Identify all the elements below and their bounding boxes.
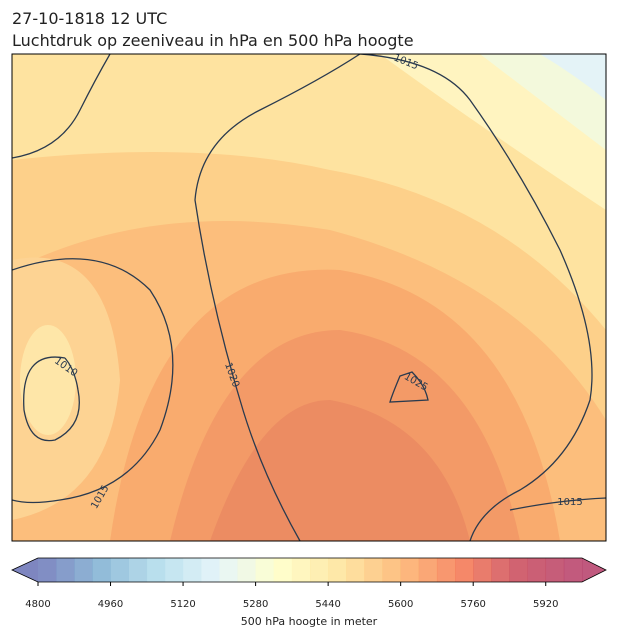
colorbar-extend: [582, 558, 606, 582]
colorbar-segment: [110, 558, 129, 582]
colorbar-segment: [418, 558, 438, 582]
colorbar-tick-label: 5120: [170, 599, 195, 610]
colorbar-segment: [346, 558, 365, 582]
colorbar-segment: [527, 558, 547, 582]
colorbar-segment: [128, 558, 148, 582]
date-title: 27-10-1818 12 UTC: [12, 9, 167, 28]
colorbar-segment: [164, 558, 184, 582]
colorbar: 4800 4960 5120 5280 5440 5600 5760 5920: [11, 557, 607, 610]
isobar: [12, 258, 174, 504]
colorbar-extend: [12, 558, 38, 582]
colorbar-segment: [74, 558, 93, 582]
field-band: [210, 400, 470, 541]
colorbar-segment: [509, 558, 528, 582]
colorbar-segment: [328, 558, 347, 582]
colorbar-segment: [183, 558, 202, 582]
map: [12, 54, 606, 541]
colorbar-tick-label: 5440: [315, 599, 340, 610]
colorbar-segment: [473, 558, 492, 582]
colorbar-segment: [455, 558, 474, 582]
colorbar-segment: [491, 558, 510, 582]
field-band: [540, 54, 606, 100]
isobar: [12, 54, 111, 159]
map-frame: [11, 53, 607, 542]
field-band: [480, 54, 606, 150]
field-band: [20, 325, 76, 435]
colorbar-label: 500 hPa hoogte in meter: [241, 615, 378, 628]
colorbar-segment: [273, 558, 293, 582]
colorbar-segment: [382, 558, 401, 582]
colorbar-segment: [364, 558, 383, 582]
colorbar-segment: [436, 558, 456, 582]
colorbar-outline: [11, 557, 607, 583]
colorbar-segment: [92, 558, 111, 582]
colorbar-tick-label: 4800: [25, 599, 50, 610]
colorbar-tick-label: 5600: [388, 599, 413, 610]
isobar: [389, 371, 429, 403]
colorbar-tick-label: 4960: [98, 599, 123, 610]
isobar: [509, 497, 606, 511]
colorbar-segment: [56, 558, 75, 582]
isobar: [23, 356, 80, 442]
colorbar-segment: [219, 558, 238, 582]
colorbar-segment: [545, 558, 565, 582]
colorbar-segment: [400, 558, 420, 582]
map-title: Luchtdruk op zeeniveau in hPa en 500 hPa…: [12, 31, 414, 50]
colorbar-tick-label: 5280: [243, 599, 268, 610]
colorbar-segment: [38, 558, 57, 582]
colorbar-segment: [146, 558, 166, 582]
isobar: [194, 54, 361, 541]
colorbar-tick-label: 5760: [460, 599, 485, 610]
colorbar-segment: [255, 558, 275, 582]
isobar-label: 1015: [557, 497, 582, 508]
colorbar-segment: [201, 558, 220, 582]
isobar: [359, 54, 593, 541]
colorbar-segment: [291, 558, 311, 582]
colorbar-segment: [310, 558, 329, 582]
colorbar-segment: [563, 558, 583, 582]
colorbar-tick-label: 5920: [533, 599, 558, 610]
colorbar-segment: [237, 558, 256, 582]
